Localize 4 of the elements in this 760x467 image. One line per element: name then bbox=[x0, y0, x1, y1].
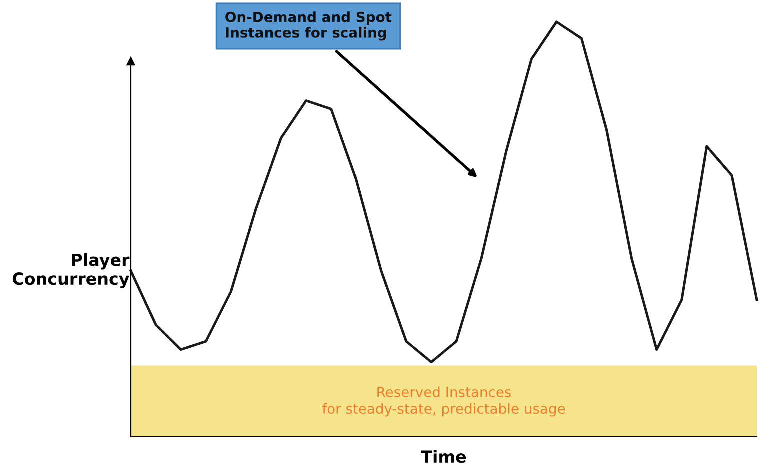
x-axis-title: Time bbox=[421, 450, 466, 464]
band-label: Reserved Instances for steady-state, predictable usage bbox=[322, 386, 566, 417]
annotation: On-Demand and Spot Instances for scaling bbox=[226, 12, 392, 41]
y-axis-title: Player Concurrency bbox=[12, 253, 130, 289]
